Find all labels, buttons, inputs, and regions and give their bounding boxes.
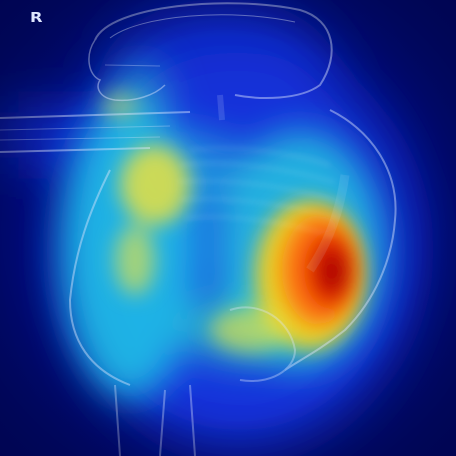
orientation-marker: R (30, 11, 44, 26)
